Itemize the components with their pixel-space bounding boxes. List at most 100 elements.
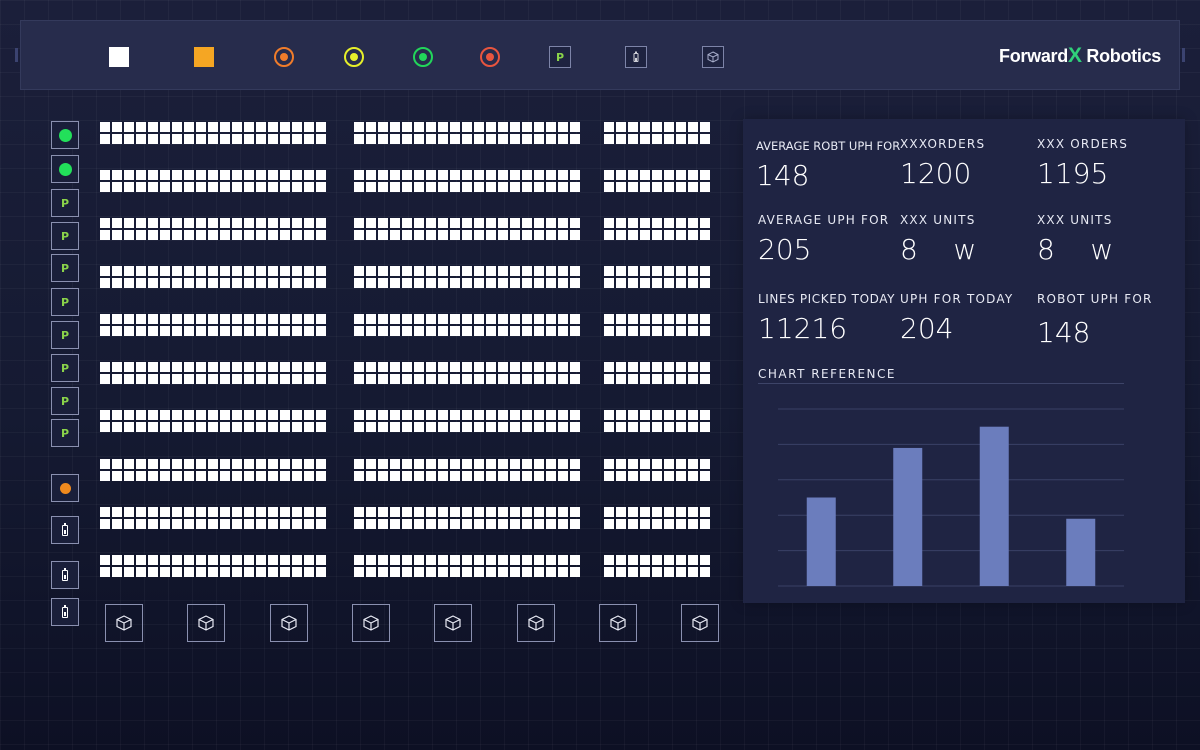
shelf-slot[interactable] (112, 374, 122, 384)
shelf-slot[interactable] (474, 555, 484, 565)
shelf-slot[interactable] (546, 459, 556, 469)
shelf-slot[interactable] (316, 218, 326, 228)
shelf-slot[interactable] (616, 555, 626, 565)
shelf-slot[interactable] (664, 507, 674, 517)
shelf-slot[interactable] (208, 122, 218, 132)
shelf-slot[interactable] (558, 471, 568, 481)
shelf-slot[interactable] (136, 567, 146, 577)
shelf-slot[interactable] (438, 314, 448, 324)
shelf-slot[interactable] (268, 519, 278, 529)
shelf-slot[interactable] (462, 519, 472, 529)
shelf-slot[interactable] (280, 507, 290, 517)
shelf-slot[interactable] (148, 218, 158, 228)
shelf-slot[interactable] (124, 459, 134, 469)
shelf-slot[interactable] (304, 266, 314, 276)
shelf-slot[interactable] (700, 170, 710, 180)
shelf-slot[interactable] (390, 170, 400, 180)
shelf-slot[interactable] (136, 170, 146, 180)
shelf-slot[interactable] (196, 182, 206, 192)
shelf-slot[interactable] (172, 230, 182, 240)
shelf-slot[interactable] (546, 326, 556, 336)
shelf-slot[interactable] (450, 314, 460, 324)
shelf-slot[interactable] (534, 374, 544, 384)
shelf-slot[interactable] (462, 122, 472, 132)
shelf-slot[interactable] (604, 182, 614, 192)
shelf-slot[interactable] (280, 278, 290, 288)
shelf-slot[interactable] (604, 326, 614, 336)
shelf-slot[interactable] (676, 374, 686, 384)
shelf-slot[interactable] (184, 122, 194, 132)
shelf-slot[interactable] (136, 519, 146, 529)
shelf-slot[interactable] (136, 374, 146, 384)
shelf-slot[interactable] (292, 410, 302, 420)
shelf-slot[interactable] (136, 314, 146, 324)
shelf-slot[interactable] (292, 459, 302, 469)
shelf-slot[interactable] (676, 326, 686, 336)
shelf-slot[interactable] (546, 266, 556, 276)
shelf-slot[interactable] (628, 471, 638, 481)
shelf-slot[interactable] (534, 170, 544, 180)
shelf-slot[interactable] (390, 555, 400, 565)
shelf-slot[interactable] (148, 507, 158, 517)
shelf-slot[interactable] (390, 519, 400, 529)
shelf-slot[interactable] (486, 507, 496, 517)
shelf-slot[interactable] (196, 218, 206, 228)
shelf-slot[interactable] (112, 230, 122, 240)
shelf-slot[interactable] (498, 266, 508, 276)
shelf-slot[interactable] (304, 134, 314, 144)
shelf-slot[interactable] (510, 266, 520, 276)
shelf-slot[interactable] (304, 410, 314, 420)
shelf-slot[interactable] (160, 410, 170, 420)
shelf-slot[interactable] (208, 266, 218, 276)
shelf-slot[interactable] (510, 230, 520, 240)
shelf-slot[interactable] (616, 374, 626, 384)
shelf-slot[interactable] (196, 362, 206, 372)
shelf-slot[interactable] (426, 266, 436, 276)
shelf-slot[interactable] (474, 326, 484, 336)
shelf-slot[interactable] (136, 555, 146, 565)
shelf-slot[interactable] (316, 326, 326, 336)
shelf-slot[interactable] (462, 459, 472, 469)
shelf-slot[interactable] (220, 314, 230, 324)
shelf-slot[interactable] (414, 507, 424, 517)
shelf-slot[interactable] (522, 218, 532, 228)
shelf-slot[interactable] (366, 218, 376, 228)
shelf-slot[interactable] (522, 471, 532, 481)
shelf-slot[interactable] (136, 410, 146, 420)
shelf-slot[interactable] (640, 218, 650, 228)
shelf-slot[interactable] (136, 471, 146, 481)
shelf-slot[interactable] (604, 170, 614, 180)
shelf-slot[interactable] (462, 362, 472, 372)
shelf-slot[interactable] (498, 326, 508, 336)
shelf-slot[interactable] (304, 314, 314, 324)
shelf-slot[interactable] (378, 230, 388, 240)
shelf-slot[interactable] (604, 122, 614, 132)
shelf-slot[interactable] (474, 230, 484, 240)
shelf-slot[interactable] (268, 182, 278, 192)
shelf-slot[interactable] (522, 230, 532, 240)
shelf-slot[interactable] (628, 134, 638, 144)
shelf-slot[interactable] (378, 326, 388, 336)
shelf-slot[interactable] (354, 122, 364, 132)
shelf-slot[interactable] (534, 230, 544, 240)
shelf-slot[interactable] (604, 410, 614, 420)
shelf-slot[interactable] (256, 218, 266, 228)
shelf-slot[interactable] (304, 374, 314, 384)
shelf-slot[interactable] (390, 507, 400, 517)
shelf-slot[interactable] (402, 519, 412, 529)
shelf-slot[interactable] (124, 230, 134, 240)
shelf-slot[interactable] (688, 122, 698, 132)
shelf-slot[interactable] (280, 459, 290, 469)
shelf-slot[interactable] (304, 362, 314, 372)
shelf-slot[interactable] (112, 519, 122, 529)
shelf-slot[interactable] (522, 459, 532, 469)
shelf-slot[interactable] (450, 422, 460, 432)
shelf-slot[interactable] (354, 362, 364, 372)
shelf-slot[interactable] (136, 182, 146, 192)
shelf-slot[interactable] (304, 507, 314, 517)
shelf-slot[interactable] (462, 410, 472, 420)
shelf-slot[interactable] (148, 314, 158, 324)
shelf-slot[interactable] (148, 459, 158, 469)
shelf-slot[interactable] (196, 507, 206, 517)
shelf-slot[interactable] (640, 519, 650, 529)
